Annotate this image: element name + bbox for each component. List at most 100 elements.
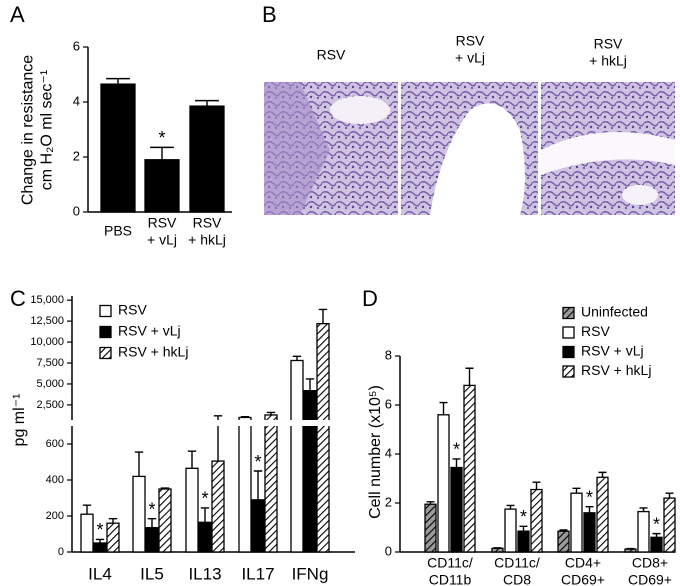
x-tick-label: CD11c/CD8	[494, 554, 540, 586]
image-label: RSV	[317, 47, 346, 63]
legend-label: RSV + vLj	[118, 323, 181, 339]
significance-star: *	[653, 514, 660, 534]
y-tick-label: 7,500	[36, 357, 64, 369]
x-tick-label: IL13	[188, 564, 221, 583]
bar	[80, 513, 94, 553]
y-tick-label: 400	[46, 474, 64, 486]
bar	[264, 414, 278, 553]
x-tick-label: CD4+ CD69+	[561, 554, 605, 586]
error-bar	[253, 470, 263, 500]
panel-label: C	[10, 286, 26, 311]
x-tick-label: IL4	[88, 564, 112, 583]
error-bar	[639, 507, 648, 512]
error-bar	[150, 146, 174, 160]
bar	[583, 512, 596, 553]
error-bar	[187, 450, 197, 469]
error-bar	[532, 481, 541, 490]
x-tick-label: IFNg	[292, 564, 329, 583]
bar	[144, 159, 180, 213]
bar	[189, 105, 225, 213]
error-bar	[439, 401, 448, 415]
bar	[530, 488, 543, 553]
panel-label: A	[10, 2, 25, 27]
panel-label: B	[262, 2, 277, 27]
bar	[650, 536, 663, 553]
y-tick-label: 4	[385, 445, 392, 460]
legend-swatch	[99, 325, 112, 339]
error-bar	[108, 518, 118, 524]
y-axis-label: Cell number (x10⁵)	[367, 385, 384, 519]
error-bar	[585, 505, 594, 513]
legend-swatch	[562, 365, 575, 378]
bar	[132, 475, 146, 553]
bar	[106, 522, 120, 553]
significance-star: *	[586, 487, 593, 507]
x-tick-label: IL17	[241, 564, 274, 583]
bar	[251, 499, 265, 553]
error-bar	[82, 504, 92, 515]
bar	[185, 467, 199, 553]
image-label: RSV + hkLj	[589, 35, 627, 68]
error-bar	[598, 471, 607, 478]
legend-swatch	[562, 326, 575, 339]
legend-swatch	[562, 306, 575, 320]
significance-star: *	[520, 507, 527, 527]
bar	[93, 542, 107, 553]
error-bar	[572, 487, 581, 494]
x-tick-label: RSV + hkLj	[188, 214, 226, 247]
error-bar	[195, 99, 219, 107]
bar	[158, 488, 172, 553]
x-tick-label: RSV + vLj	[147, 214, 177, 247]
bar	[624, 548, 637, 553]
error-bar	[506, 504, 515, 510]
y-tick-label: 200	[46, 510, 64, 522]
error-bar	[519, 525, 528, 532]
y-tick-label: 6	[385, 396, 392, 411]
bar	[303, 390, 317, 553]
error-bar	[652, 532, 661, 538]
y-tick-label: 2	[385, 494, 392, 509]
axis-break	[62, 420, 355, 426]
error-bar	[318, 308, 328, 324]
bar	[437, 414, 450, 553]
y-tick-label: 5,000	[36, 378, 64, 390]
legend-label: RSV	[118, 302, 147, 318]
y-tick-label: 2	[73, 148, 80, 163]
error-bar	[266, 411, 276, 415]
y-axis-label: pg ml⁻¹	[11, 394, 28, 447]
legend-label: Uninfected	[581, 304, 648, 320]
error-bar	[95, 538, 105, 543]
y-tick-label: 4	[73, 93, 80, 108]
significance-star: *	[254, 452, 261, 472]
error-bar	[106, 77, 130, 85]
bar	[663, 497, 676, 553]
bar	[504, 508, 517, 553]
bar	[491, 547, 504, 553]
y-tick-label: 2,500	[36, 399, 64, 411]
error-bar	[147, 518, 157, 528]
x-tick-label: PBS	[104, 223, 132, 239]
y-tick-label: 6	[73, 38, 80, 53]
y-tick-label: 8	[385, 347, 392, 362]
error-bar	[200, 507, 210, 523]
significance-star: *	[148, 499, 155, 519]
error-bar	[559, 529, 568, 532]
y-tick-label: 0	[73, 203, 80, 218]
y-tick-label: 0	[385, 543, 392, 558]
y-tick-label: 12,500	[30, 315, 64, 327]
bar	[316, 322, 330, 553]
bar	[570, 492, 583, 553]
error-bar	[465, 367, 474, 386]
bar	[557, 530, 570, 553]
error-bar	[292, 355, 302, 361]
legend-swatch	[562, 345, 575, 359]
error-bar	[240, 415, 250, 418]
bar	[145, 527, 159, 553]
y-tick-label: 0	[58, 546, 64, 558]
y-tick-label: 15,000	[30, 294, 64, 306]
significance-star: *	[201, 489, 208, 509]
x-tick-label: CD11c/CD11b	[427, 554, 473, 586]
bar	[100, 83, 136, 213]
bar	[450, 466, 463, 553]
